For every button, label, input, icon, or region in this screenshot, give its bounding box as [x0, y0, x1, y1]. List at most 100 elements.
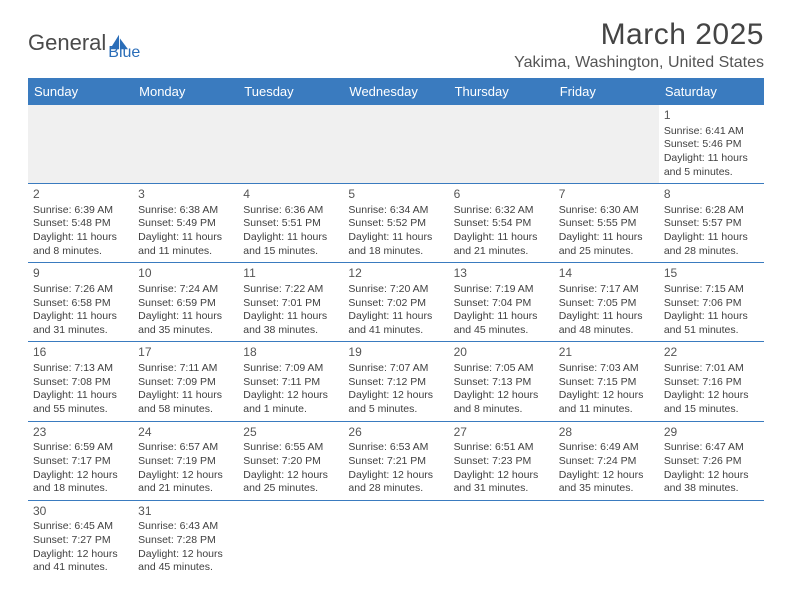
calendar-cell: 20Sunrise: 7:05 AMSunset: 7:13 PMDayligh…	[449, 342, 554, 421]
calendar-cell: 10Sunrise: 7:24 AMSunset: 6:59 PMDayligh…	[133, 263, 238, 342]
sunrise-line: Sunrise: 7:13 AM	[33, 362, 128, 376]
logo: General Blue	[28, 18, 140, 62]
sunset-line: Sunset: 5:48 PM	[33, 217, 128, 231]
day-number: 23	[33, 425, 128, 441]
calendar-cell: 8Sunrise: 6:28 AMSunset: 5:57 PMDaylight…	[659, 184, 764, 263]
calendar-cell	[659, 500, 764, 579]
day-header: Wednesday	[343, 79, 448, 105]
daylight-line: Daylight: 11 hours and 48 minutes.	[559, 310, 654, 337]
sunrise-line: Sunrise: 7:07 AM	[348, 362, 443, 376]
location: Yakima, Washington, United States	[514, 54, 764, 72]
sunrise-line: Sunrise: 6:47 AM	[664, 441, 759, 455]
day-number: 31	[138, 504, 233, 520]
sunrise-line: Sunrise: 7:24 AM	[138, 283, 233, 297]
daylight-line: Daylight: 12 hours and 38 minutes.	[664, 469, 759, 496]
calendar-cell: 17Sunrise: 7:11 AMSunset: 7:09 PMDayligh…	[133, 342, 238, 421]
calendar-cell	[449, 500, 554, 579]
daylight-line: Daylight: 11 hours and 25 minutes.	[559, 231, 654, 258]
sunrise-line: Sunrise: 7:17 AM	[559, 283, 654, 297]
calendar-body: 1Sunrise: 6:41 AMSunset: 5:46 PMDaylight…	[28, 105, 764, 579]
day-number: 18	[243, 345, 338, 361]
sunset-line: Sunset: 6:59 PM	[138, 297, 233, 311]
day-number: 8	[664, 187, 759, 203]
sunset-line: Sunset: 7:15 PM	[559, 376, 654, 390]
sunrise-line: Sunrise: 6:55 AM	[243, 441, 338, 455]
calendar-week: 16Sunrise: 7:13 AMSunset: 7:08 PMDayligh…	[28, 342, 764, 421]
logo-text-a: Genera	[28, 30, 101, 56]
sunrise-line: Sunrise: 6:39 AM	[33, 204, 128, 218]
sunset-line: Sunset: 7:16 PM	[664, 376, 759, 390]
day-number: 16	[33, 345, 128, 361]
sunset-line: Sunset: 7:13 PM	[454, 376, 549, 390]
sunrise-line: Sunrise: 6:38 AM	[138, 204, 233, 218]
daylight-line: Daylight: 12 hours and 28 minutes.	[348, 469, 443, 496]
calendar-table: SundayMondayTuesdayWednesdayThursdayFrid…	[28, 78, 764, 579]
daylight-line: Daylight: 11 hours and 8 minutes.	[33, 231, 128, 258]
daylight-line: Daylight: 12 hours and 31 minutes.	[454, 469, 549, 496]
sunset-line: Sunset: 7:09 PM	[138, 376, 233, 390]
day-number: 20	[454, 345, 549, 361]
sunrise-line: Sunrise: 6:34 AM	[348, 204, 443, 218]
sunrise-line: Sunrise: 7:22 AM	[243, 283, 338, 297]
sunset-line: Sunset: 5:55 PM	[559, 217, 654, 231]
calendar-cell: 23Sunrise: 6:59 AMSunset: 7:17 PMDayligh…	[28, 421, 133, 500]
calendar-cell	[238, 500, 343, 579]
sunset-line: Sunset: 5:49 PM	[138, 217, 233, 231]
sunset-line: Sunset: 7:02 PM	[348, 297, 443, 311]
calendar-cell	[28, 105, 133, 184]
sunrise-line: Sunrise: 7:15 AM	[664, 283, 759, 297]
calendar-cell	[133, 105, 238, 184]
sunrise-line: Sunrise: 6:59 AM	[33, 441, 128, 455]
day-number: 29	[664, 425, 759, 441]
sunset-line: Sunset: 7:17 PM	[33, 455, 128, 469]
calendar-cell: 16Sunrise: 7:13 AMSunset: 7:08 PMDayligh…	[28, 342, 133, 421]
sunrise-line: Sunrise: 6:30 AM	[559, 204, 654, 218]
calendar-cell	[554, 105, 659, 184]
day-number: 25	[243, 425, 338, 441]
sunrise-line: Sunrise: 6:28 AM	[664, 204, 759, 218]
sunrise-line: Sunrise: 7:19 AM	[454, 283, 549, 297]
calendar-cell: 2Sunrise: 6:39 AMSunset: 5:48 PMDaylight…	[28, 184, 133, 263]
daylight-line: Daylight: 12 hours and 45 minutes.	[138, 548, 233, 575]
calendar-cell: 21Sunrise: 7:03 AMSunset: 7:15 PMDayligh…	[554, 342, 659, 421]
calendar-week: 1Sunrise: 6:41 AMSunset: 5:46 PMDaylight…	[28, 105, 764, 184]
month-title: March 2025	[514, 18, 764, 52]
day-number: 10	[138, 266, 233, 282]
day-number: 2	[33, 187, 128, 203]
sunset-line: Sunset: 7:20 PM	[243, 455, 338, 469]
daylight-line: Daylight: 12 hours and 18 minutes.	[33, 469, 128, 496]
calendar-cell: 28Sunrise: 6:49 AMSunset: 7:24 PMDayligh…	[554, 421, 659, 500]
calendar-cell	[554, 500, 659, 579]
sunset-line: Sunset: 7:06 PM	[664, 297, 759, 311]
calendar-cell: 13Sunrise: 7:19 AMSunset: 7:04 PMDayligh…	[449, 263, 554, 342]
sunset-line: Sunset: 6:58 PM	[33, 297, 128, 311]
daylight-line: Daylight: 11 hours and 11 minutes.	[138, 231, 233, 258]
daylight-line: Daylight: 11 hours and 28 minutes.	[664, 231, 759, 258]
sunset-line: Sunset: 7:05 PM	[559, 297, 654, 311]
day-number: 17	[138, 345, 233, 361]
day-number: 12	[348, 266, 443, 282]
sunset-line: Sunset: 7:12 PM	[348, 376, 443, 390]
daylight-line: Daylight: 11 hours and 31 minutes.	[33, 310, 128, 337]
daylight-line: Daylight: 12 hours and 5 minutes.	[348, 389, 443, 416]
sunset-line: Sunset: 7:27 PM	[33, 534, 128, 548]
calendar-cell: 11Sunrise: 7:22 AMSunset: 7:01 PMDayligh…	[238, 263, 343, 342]
sunset-line: Sunset: 7:26 PM	[664, 455, 759, 469]
day-header: Tuesday	[238, 79, 343, 105]
sunset-line: Sunset: 7:11 PM	[243, 376, 338, 390]
sunset-line: Sunset: 7:04 PM	[454, 297, 549, 311]
sunrise-line: Sunrise: 6:45 AM	[33, 520, 128, 534]
day-header: Friday	[554, 79, 659, 105]
sunset-line: Sunset: 5:57 PM	[664, 217, 759, 231]
daylight-line: Daylight: 12 hours and 8 minutes.	[454, 389, 549, 416]
daylight-line: Daylight: 11 hours and 15 minutes.	[243, 231, 338, 258]
day-number: 21	[559, 345, 654, 361]
sunrise-line: Sunrise: 6:41 AM	[664, 125, 759, 139]
page-header: General Blue March 2025 Yakima, Washingt…	[28, 18, 764, 72]
sunset-line: Sunset: 7:28 PM	[138, 534, 233, 548]
sunrise-line: Sunrise: 6:36 AM	[243, 204, 338, 218]
day-number: 14	[559, 266, 654, 282]
calendar-cell: 15Sunrise: 7:15 AMSunset: 7:06 PMDayligh…	[659, 263, 764, 342]
calendar-cell: 25Sunrise: 6:55 AMSunset: 7:20 PMDayligh…	[238, 421, 343, 500]
daylight-line: Daylight: 12 hours and 25 minutes.	[243, 469, 338, 496]
